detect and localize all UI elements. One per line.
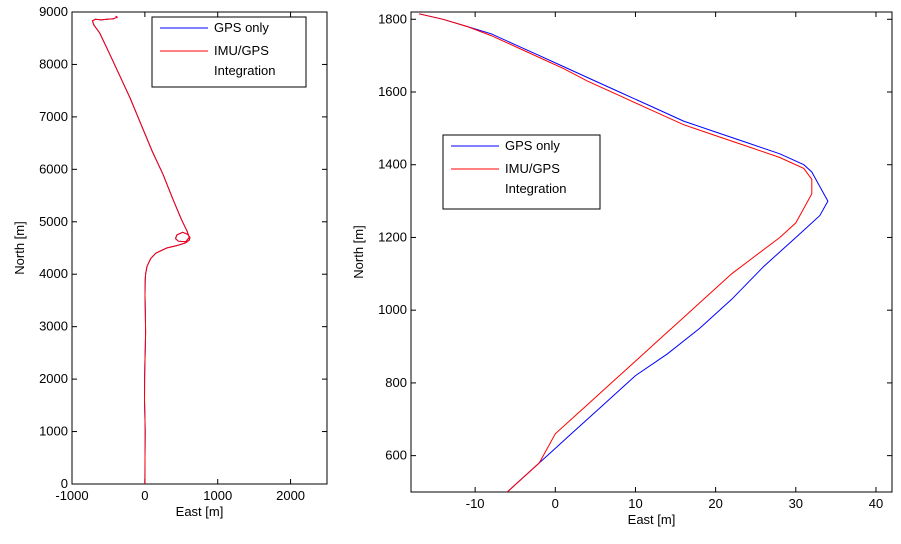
chart-left: -1000 0 1000 200001000200030004000500060007…	[12, 4, 328, 519]
chart-right: -10 0 10 20 30 40 600 800 1000 1200 1400 1600 1800 Ea…	[351, 11, 893, 527]
y-tick-label: 1200	[378, 229, 407, 244]
legend-entry: GPS only	[214, 20, 269, 35]
y-tick-label: 3000	[39, 319, 68, 334]
y-tick-label: 2000	[39, 371, 68, 386]
y-tick-label: 1400	[378, 157, 407, 172]
y-axis-label: North [m]	[12, 221, 27, 274]
y-tick-label: 600	[385, 448, 407, 463]
y-tick-label: 1600	[378, 84, 407, 99]
x-tick-label: 1000	[203, 488, 232, 503]
plot-area	[71, 11, 328, 485]
x-tick-label: 40	[869, 496, 883, 511]
series-line-0	[418, 13, 829, 492]
y-tick-label: 800	[385, 375, 407, 390]
y-tick-label: 1800	[378, 11, 407, 26]
x-tick-label: 10	[628, 496, 642, 511]
x-tick-label: -10	[466, 496, 485, 511]
legend-box	[151, 16, 307, 88]
x-axis-label: East [m]	[628, 512, 676, 527]
y-tick-label: 7000	[39, 109, 68, 124]
y-tick-label: 6000	[39, 161, 68, 176]
y-tick-label: 8000	[39, 56, 68, 71]
x-axis-label: East [m]	[176, 504, 224, 519]
y-tick-label: 0	[61, 476, 68, 491]
y-tick-label: 9000	[39, 4, 68, 19]
plot-area	[410, 11, 893, 493]
x-tick-label: 0	[141, 488, 148, 503]
legend-entry: Integration	[214, 63, 275, 78]
y-tick-label: 4000	[39, 266, 68, 281]
x-tick-label: -1000	[55, 488, 88, 503]
x-tick-label: 30	[789, 496, 803, 511]
series-line-1	[91, 15, 191, 484]
y-tick-label: 5000	[39, 214, 68, 229]
y-tick-label: 1000	[378, 302, 407, 317]
legend-box	[442, 134, 601, 210]
legend-entry: IMU/GPS	[214, 43, 269, 58]
legend-entry: GPS only	[505, 138, 560, 153]
series-line-1	[418, 13, 813, 492]
x-tick-label: 0	[552, 496, 559, 511]
x-tick-label: 20	[708, 496, 722, 511]
legend-entry: Integration	[505, 181, 566, 196]
legend-entry: IMU/GPS	[505, 161, 560, 176]
y-axis-label: North [m]	[351, 225, 366, 278]
y-tick-label: 1000	[39, 424, 68, 439]
x-tick-label: 2000	[276, 488, 305, 503]
